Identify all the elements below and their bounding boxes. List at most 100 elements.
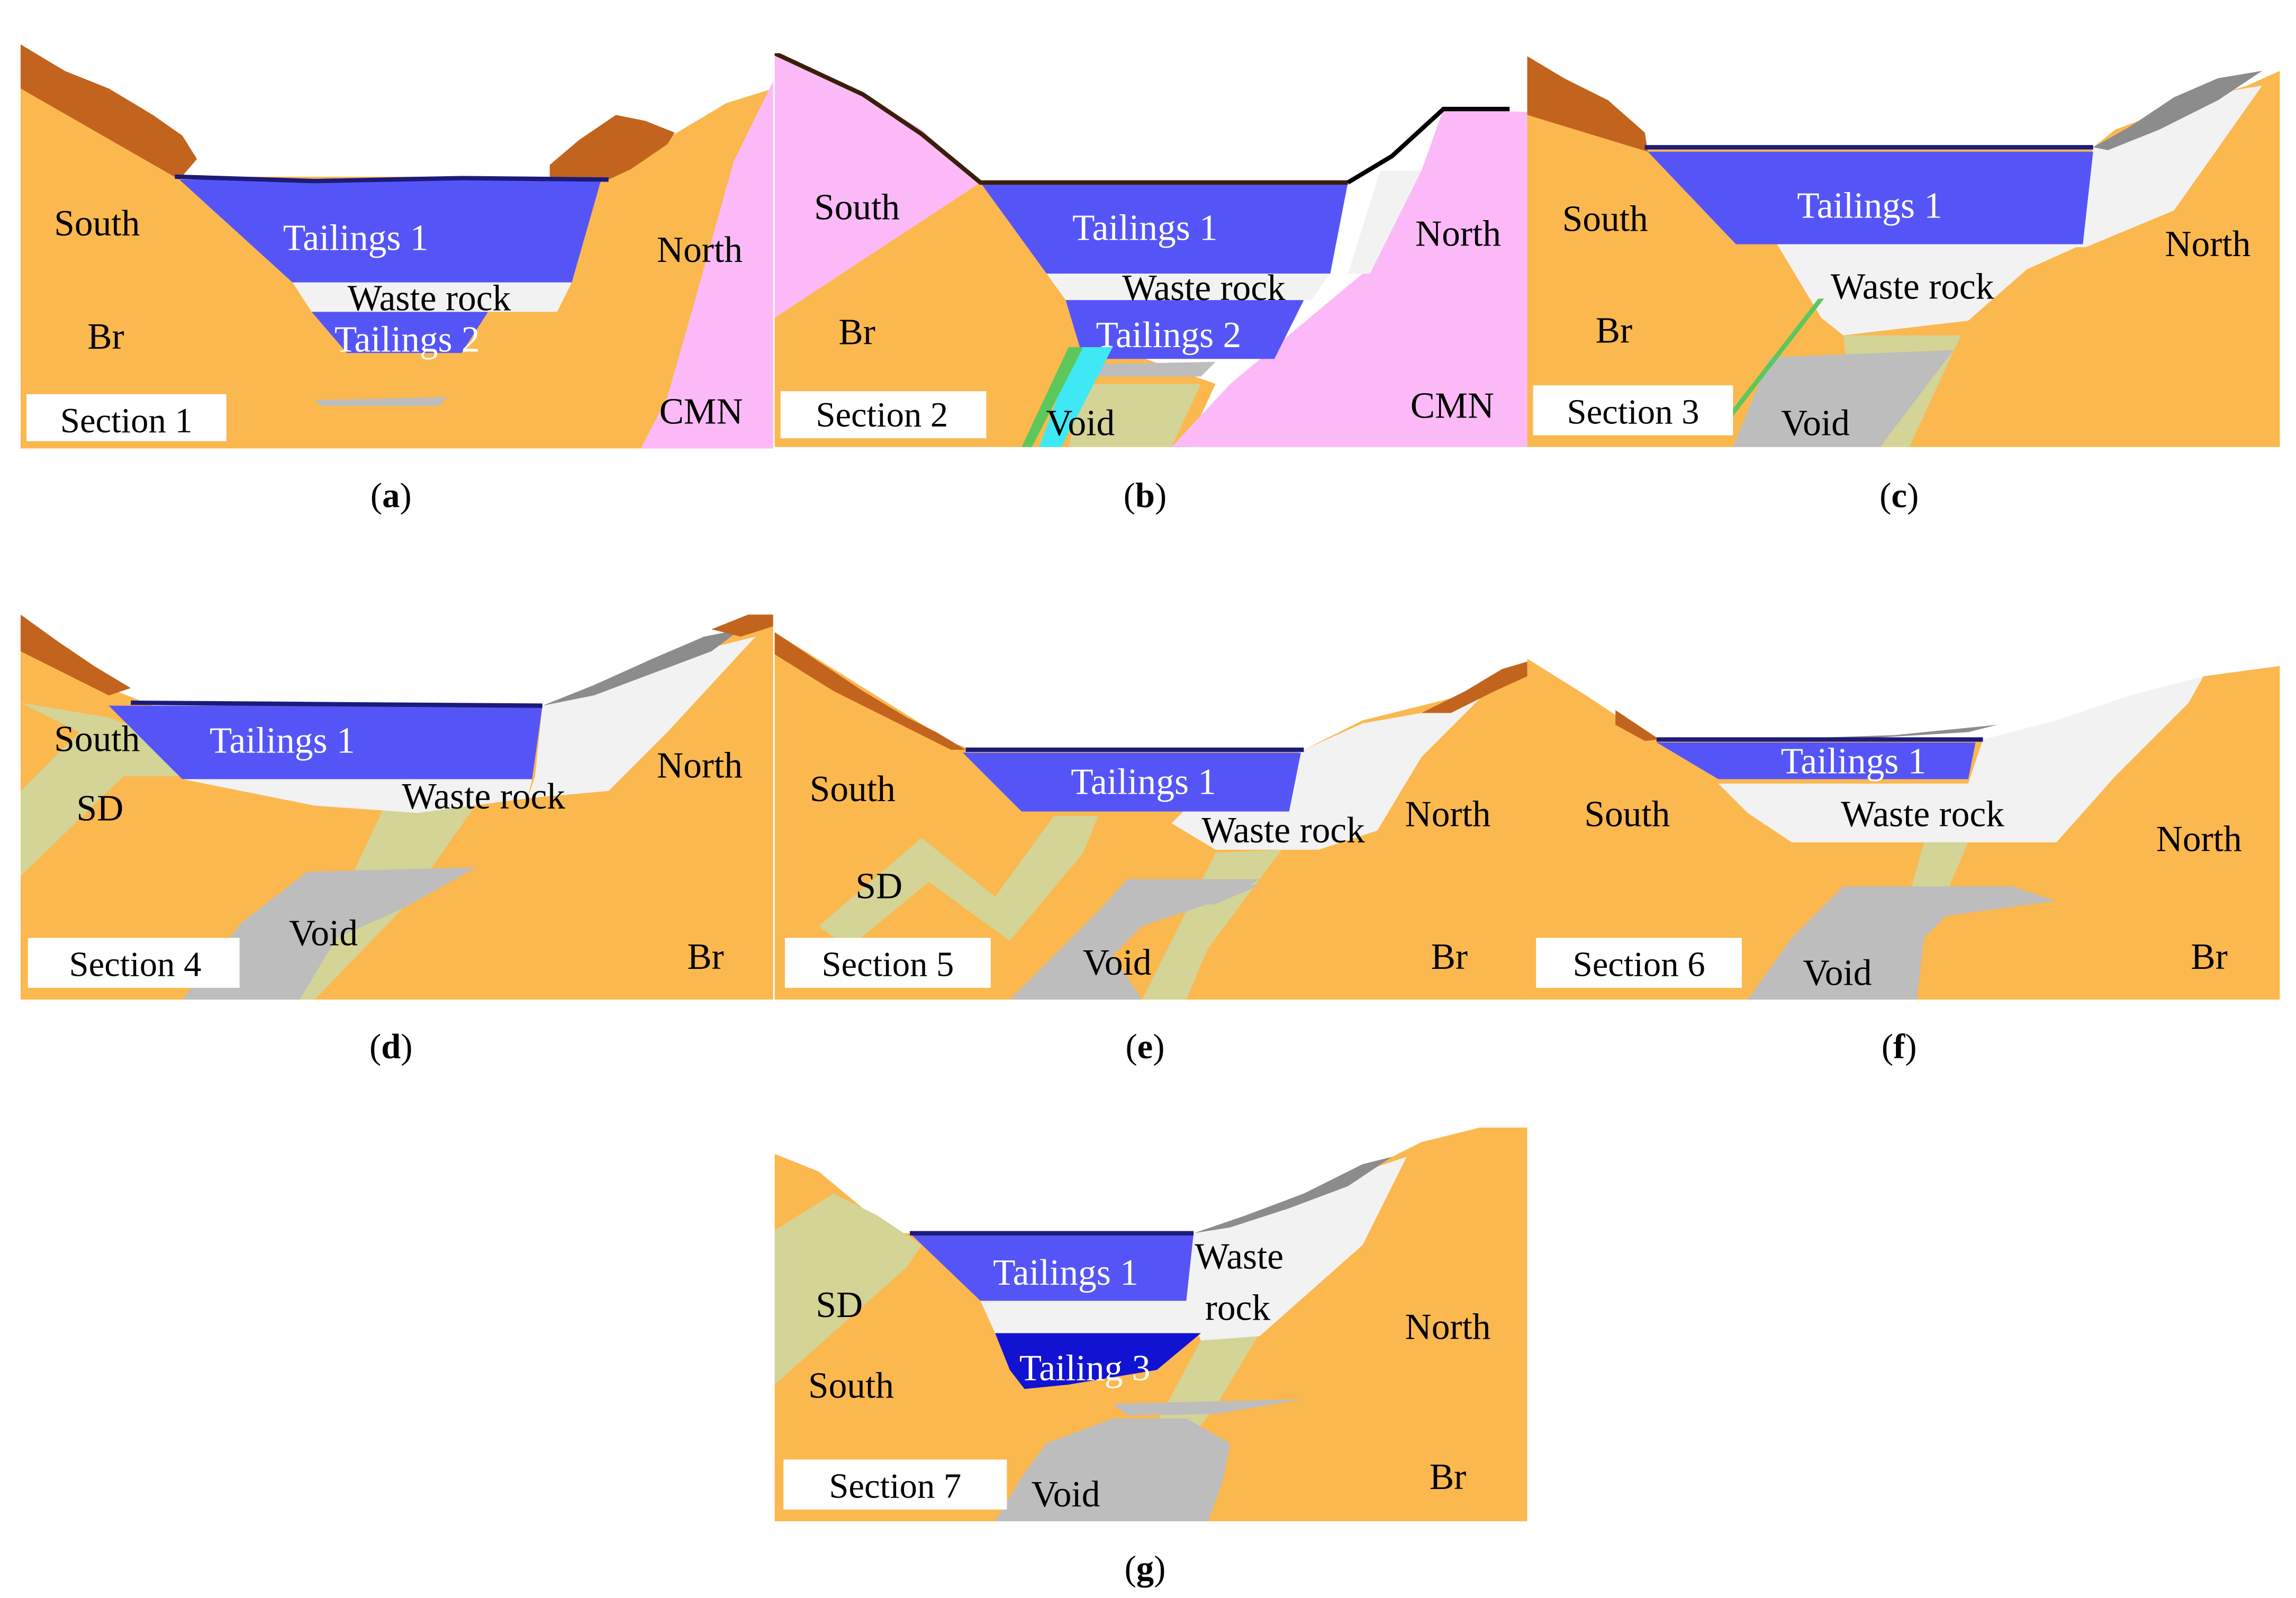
topography-relief-grey [1194, 1157, 1393, 1233]
label-waste-rock: Waste rock [402, 776, 565, 817]
caption-e: (e) [1125, 1028, 1164, 1066]
label-tailing-3: Tailing 3 [1019, 1348, 1151, 1388]
label-tailings-1: Tailings 1 [993, 1252, 1138, 1293]
tailings-1-body [963, 752, 1301, 812]
section-label-box [26, 394, 227, 441]
panel-section-4: Section 4 South SD Tailings 1 Waste rock… [20, 614, 773, 1000]
caption-b: (b) [1124, 477, 1167, 515]
label-br: Br [1430, 1457, 1466, 1497]
green-seam [1022, 347, 1083, 447]
label-waste-rock: Waste rock [348, 278, 511, 319]
tailing-3-body [995, 1333, 1201, 1390]
section-label: Section 4 [69, 946, 202, 984]
label-br: Br [687, 937, 724, 977]
label-north: North [657, 230, 743, 270]
green-seam [1727, 298, 1824, 416]
label-tailings-1: Tailings 1 [210, 721, 355, 761]
topography-relief-grey [2093, 70, 2263, 150]
label-waste-rock: Waste rock [1122, 268, 1286, 308]
section-label: Section 5 [821, 946, 954, 984]
void-zone [995, 1418, 1231, 1521]
label-rock: rock [1205, 1288, 1271, 1329]
section-label-box [1536, 938, 1742, 988]
tailings-1-body [179, 179, 601, 283]
label-cmn: CMN [1411, 385, 1494, 426]
label-void: Void [1032, 1474, 1100, 1515]
caption-g: (g) [1125, 1549, 1166, 1588]
label-south: South [1562, 199, 1648, 240]
label-south: South [814, 187, 900, 228]
tailings-2-body [1065, 300, 1304, 359]
waste-rock-layer [1777, 244, 2083, 335]
label-cmn: CMN [659, 391, 743, 432]
panel-section-2: Section 2 South Br Tailings 1 Waste rock… [774, 53, 1527, 447]
label-tailings-2: Tailings 2 [335, 319, 480, 360]
sd-unit-left [774, 1193, 922, 1385]
sd-unit-center [1149, 1333, 1260, 1443]
waste-rock-north [1186, 1157, 1407, 1341]
void-lens [314, 397, 447, 406]
label-void: Void [289, 913, 358, 954]
label-tailings-2: Tailings 2 [1096, 315, 1242, 356]
label-waste-rock: Waste rock [1831, 266, 1994, 307]
label-sd: SD [816, 1285, 863, 1325]
label-br: Br [2191, 937, 2227, 977]
topography-relief [20, 44, 197, 180]
section-label-box [780, 391, 987, 439]
topography-relief [1527, 56, 1648, 152]
waste-rock-layer [980, 1301, 1201, 1333]
tailings-2-body [311, 312, 489, 353]
sd-unit [1909, 842, 1968, 894]
void-zone [1009, 879, 1260, 1000]
section-label: Section 3 [1567, 393, 1700, 431]
label-void: Void [1046, 403, 1115, 444]
waste-rock-layer [292, 282, 572, 312]
cmn-unit-south [774, 53, 981, 318]
waste-rock-layer [1046, 274, 1331, 301]
section-label: Section 2 [816, 396, 948, 434]
pit-surface-line [774, 53, 1348, 185]
section-label-box [1533, 385, 1733, 435]
caption-c: (c) [1879, 477, 1919, 515]
sd-unit [1069, 384, 1201, 447]
waste-rock-north [1718, 676, 2204, 842]
void-zone [1733, 350, 1954, 447]
label-south: South [54, 719, 140, 760]
label-br: Br [1431, 937, 1468, 977]
pit-surface-line [175, 174, 609, 184]
topography-relief-grey [542, 629, 741, 706]
topography-relief-north [711, 614, 773, 637]
topography-relief-north [549, 115, 675, 180]
waste-rock-north [528, 637, 756, 798]
label-void: Void [1781, 403, 1850, 444]
label-sd: SD [855, 866, 902, 906]
sd-unit-left [818, 815, 1098, 948]
label-waste-rock: Waste rock [1201, 810, 1365, 851]
bedrock-unit [774, 182, 1216, 447]
label-br: Br [87, 316, 124, 357]
tailings-1-body [980, 182, 1348, 274]
topography-relief-north [1421, 661, 1527, 713]
panel-section-6: Section 6 South Tailings 1 Waste rock Vo… [1527, 658, 2280, 1000]
label-waste: Waste [1195, 1236, 1283, 1277]
section-label-box [785, 938, 991, 988]
caption-a: (a) [370, 477, 412, 515]
label-north: North [2156, 819, 2242, 860]
bedrock-unit [774, 632, 1527, 1000]
void-zone [182, 867, 476, 1000]
label-tailings-1: Tailings 1 [1797, 186, 1942, 226]
tailings-1-body [1648, 151, 2093, 244]
section-label: Section 6 [1573, 946, 1705, 984]
waste-rock-north [1171, 698, 1480, 850]
section-label: Section 1 [60, 402, 193, 440]
label-void: Void [1803, 952, 1872, 993]
label-sd: SD [76, 788, 123, 829]
waste-rock-north [2071, 85, 2263, 248]
section-label-box [28, 938, 240, 988]
label-tailings-1: Tailings 1 [1072, 207, 1218, 248]
panel-section-1: Section 1 South Br Tailings 1 Waste rock… [20, 44, 773, 449]
label-br: Br [1596, 311, 1632, 351]
label-waste-rock: Waste rock [1841, 794, 2004, 834]
void-zone-east [1135, 882, 1260, 909]
